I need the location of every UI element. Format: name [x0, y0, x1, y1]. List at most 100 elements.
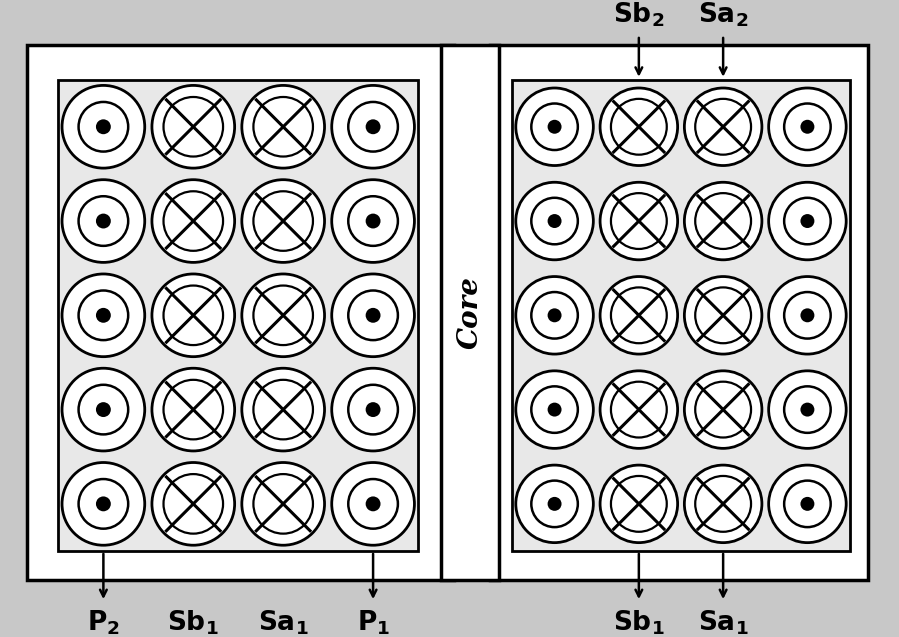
Ellipse shape	[601, 276, 678, 354]
Text: $\mathbf{Sb_2}$: $\mathbf{Sb_2}$	[613, 0, 664, 29]
Ellipse shape	[164, 191, 223, 251]
Bar	[58, 80, 418, 551]
Ellipse shape	[516, 276, 593, 354]
Ellipse shape	[254, 285, 313, 345]
Ellipse shape	[684, 465, 761, 543]
Ellipse shape	[784, 480, 831, 527]
Ellipse shape	[611, 476, 667, 532]
Text: $\mathbf{P_1}$: $\mathbf{P_1}$	[357, 608, 389, 637]
Ellipse shape	[332, 85, 414, 168]
Ellipse shape	[531, 386, 578, 433]
Ellipse shape	[242, 274, 325, 357]
Ellipse shape	[366, 213, 380, 229]
Ellipse shape	[800, 308, 814, 322]
Ellipse shape	[254, 474, 313, 534]
Ellipse shape	[152, 85, 235, 168]
Ellipse shape	[800, 120, 814, 134]
Ellipse shape	[366, 402, 380, 417]
Text: $\mathbf{Sb_1}$: $\mathbf{Sb_1}$	[167, 608, 219, 637]
Ellipse shape	[366, 496, 380, 512]
Ellipse shape	[547, 497, 562, 511]
Ellipse shape	[695, 99, 751, 155]
Ellipse shape	[611, 99, 667, 155]
Ellipse shape	[164, 380, 223, 440]
Ellipse shape	[366, 119, 380, 134]
Ellipse shape	[695, 287, 751, 343]
Ellipse shape	[784, 386, 831, 433]
Ellipse shape	[784, 197, 831, 245]
Ellipse shape	[332, 180, 414, 262]
Text: Core: Core	[457, 276, 484, 348]
Ellipse shape	[96, 308, 111, 323]
Ellipse shape	[348, 385, 398, 434]
Ellipse shape	[62, 368, 145, 451]
Ellipse shape	[332, 274, 414, 357]
Ellipse shape	[254, 97, 313, 157]
Ellipse shape	[695, 193, 751, 249]
Ellipse shape	[164, 97, 223, 157]
Ellipse shape	[242, 85, 325, 168]
Ellipse shape	[531, 197, 578, 245]
Ellipse shape	[242, 462, 325, 545]
Ellipse shape	[78, 290, 129, 340]
Text: $\mathbf{Sa_1}$: $\mathbf{Sa_1}$	[698, 608, 748, 637]
Ellipse shape	[684, 276, 761, 354]
Ellipse shape	[332, 368, 414, 451]
Ellipse shape	[531, 480, 578, 527]
Ellipse shape	[62, 180, 145, 262]
Ellipse shape	[96, 496, 111, 512]
Bar	[512, 80, 850, 551]
Ellipse shape	[684, 182, 761, 260]
Ellipse shape	[152, 180, 235, 262]
Ellipse shape	[547, 120, 562, 134]
Ellipse shape	[516, 371, 593, 448]
Ellipse shape	[348, 479, 398, 529]
Ellipse shape	[769, 276, 846, 354]
Ellipse shape	[769, 88, 846, 166]
Ellipse shape	[695, 382, 751, 438]
Ellipse shape	[769, 182, 846, 260]
Ellipse shape	[366, 308, 380, 323]
Bar	[441, 45, 499, 580]
Bar	[27, 45, 454, 580]
Ellipse shape	[152, 368, 235, 451]
Ellipse shape	[800, 497, 814, 511]
Ellipse shape	[769, 371, 846, 448]
Text: $\mathbf{P_2}$: $\mathbf{P_2}$	[87, 608, 120, 637]
Ellipse shape	[547, 403, 562, 417]
Ellipse shape	[254, 191, 313, 251]
Ellipse shape	[78, 479, 129, 529]
Bar	[490, 45, 868, 580]
Ellipse shape	[601, 88, 678, 166]
Ellipse shape	[769, 465, 846, 543]
Ellipse shape	[348, 102, 398, 152]
Text: $\mathbf{Sa_1}$: $\mathbf{Sa_1}$	[258, 608, 308, 637]
Ellipse shape	[611, 193, 667, 249]
Ellipse shape	[611, 287, 667, 343]
Ellipse shape	[784, 292, 831, 339]
Ellipse shape	[348, 290, 398, 340]
Ellipse shape	[62, 85, 145, 168]
Ellipse shape	[516, 88, 593, 166]
Ellipse shape	[242, 368, 325, 451]
Ellipse shape	[695, 476, 751, 532]
Ellipse shape	[601, 371, 678, 448]
Ellipse shape	[152, 274, 235, 357]
Ellipse shape	[78, 196, 129, 246]
Ellipse shape	[684, 88, 761, 166]
Ellipse shape	[601, 465, 678, 543]
Ellipse shape	[531, 103, 578, 150]
Ellipse shape	[601, 182, 678, 260]
Ellipse shape	[96, 402, 111, 417]
Ellipse shape	[800, 403, 814, 417]
Ellipse shape	[96, 119, 111, 134]
Ellipse shape	[531, 292, 578, 339]
Ellipse shape	[96, 213, 111, 229]
Ellipse shape	[784, 103, 831, 150]
Ellipse shape	[348, 196, 398, 246]
Ellipse shape	[332, 462, 414, 545]
Ellipse shape	[684, 371, 761, 448]
Ellipse shape	[254, 380, 313, 440]
Ellipse shape	[78, 385, 129, 434]
Ellipse shape	[164, 474, 223, 534]
